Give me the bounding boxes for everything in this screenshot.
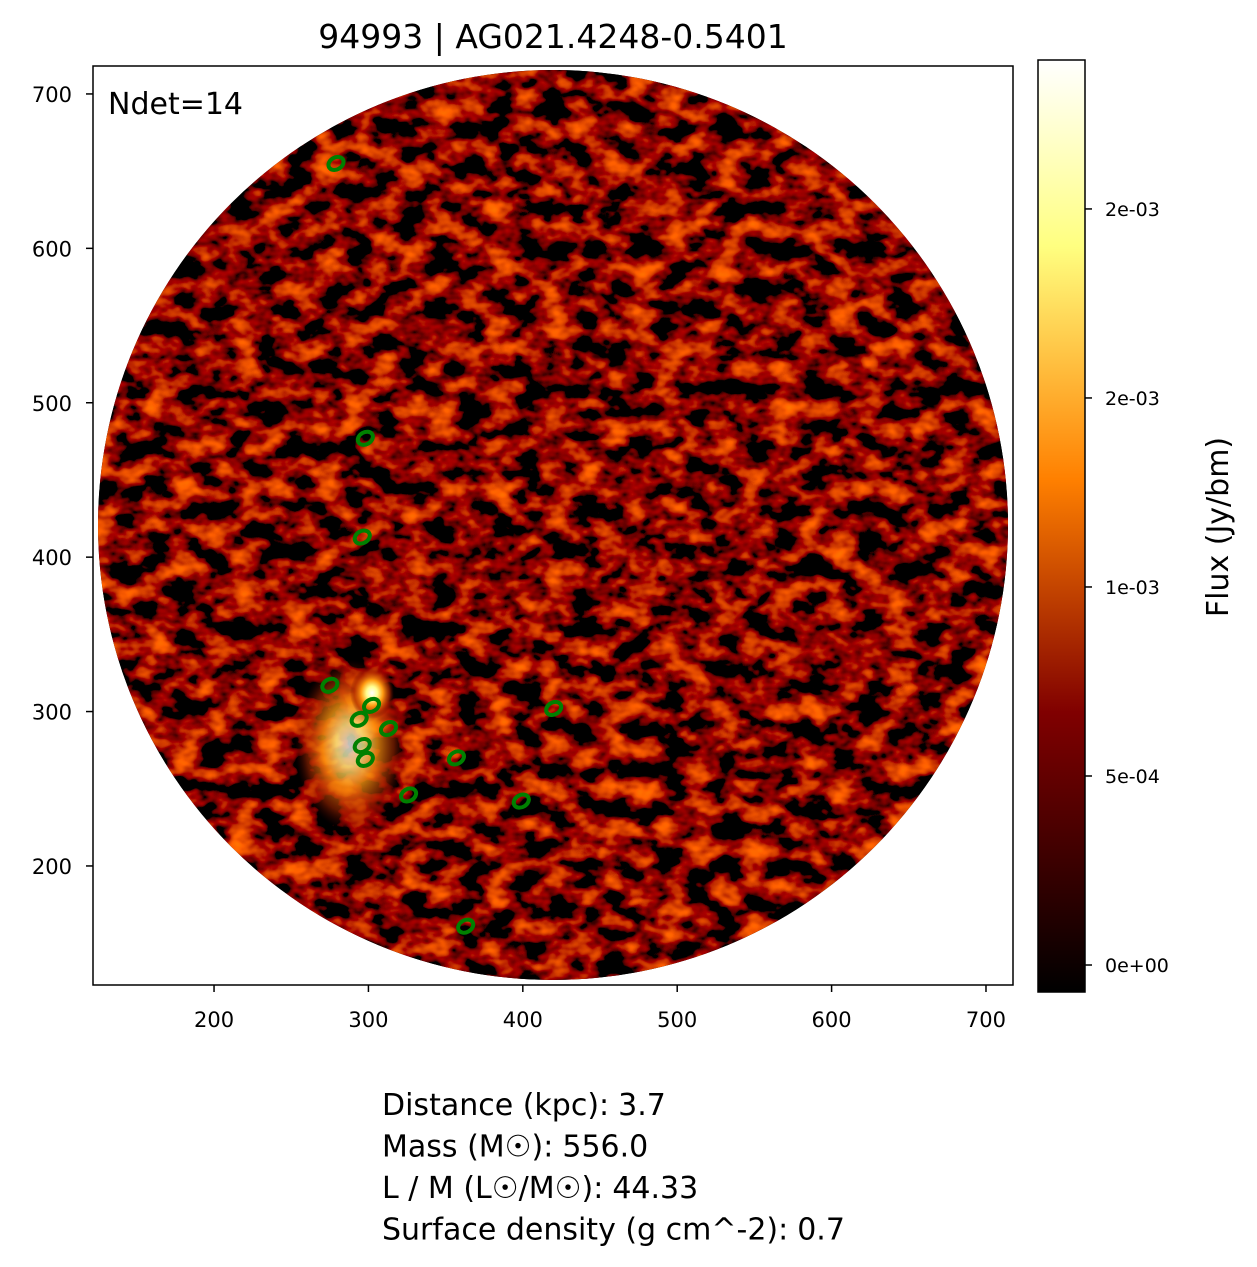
y-tick-label: 600 [32, 237, 72, 261]
x-tick-label: 200 [194, 1008, 234, 1032]
info-line: Distance (kpc): 3.7 [382, 1088, 666, 1123]
x-tick-label: 400 [503, 1008, 543, 1032]
info-value: 0.7 [797, 1213, 845, 1248]
info: Distance (kpc): 3.7 Mass (M☉): 556.0 L / M (… [382, 1088, 845, 1248]
image-noise [98, 70, 1008, 980]
x-tick-label: 300 [348, 1008, 388, 1032]
detection [361, 696, 382, 714]
detection [355, 750, 375, 768]
plot-frame [92, 65, 1014, 986]
chart-title: 94993 | AG021.4248-0.5401 [318, 17, 787, 56]
detection [446, 749, 466, 767]
info-label: Mass (M☉): [382, 1130, 553, 1165]
info-line: Surface density (g cm^-2): 0.7 [382, 1213, 845, 1248]
colorbar-tick-label: 1e-03 [1105, 577, 1160, 599]
detection [378, 719, 399, 738]
info-label: Distance (kpc): [382, 1088, 609, 1123]
detection [349, 710, 369, 728]
info-line: L / M (L☉/M☉): 44.33 [382, 1171, 698, 1206]
colorbar-tick-label: 0e+00 [1105, 955, 1169, 977]
detection [399, 786, 419, 804]
colorbar-label: Flux (Jy/bm) [1201, 437, 1236, 617]
detection [352, 528, 372, 546]
y-tick-label: 400 [32, 546, 72, 570]
info-line: Mass (M☉): 556.0 [382, 1130, 648, 1165]
x-tick-label: 700 [966, 1008, 1006, 1032]
x-tick-label: 600 [812, 1008, 852, 1032]
info-label: L / M (L☉/M☉): [382, 1171, 603, 1206]
info-value: 3.7 [618, 1088, 666, 1123]
y-tick-label: 300 [32, 701, 72, 725]
annotation: Ndet=14 [108, 87, 243, 122]
y-tick-label: 200 [32, 855, 72, 879]
detection [456, 917, 476, 935]
detection [544, 699, 564, 718]
y-tick-label: 700 [32, 83, 72, 107]
detection [320, 676, 340, 694]
info-value: 556.0 [562, 1130, 648, 1165]
colorbar [1037, 59, 1086, 993]
detection [511, 792, 531, 810]
emission [350, 667, 394, 719]
detection [326, 154, 346, 172]
colorbar-tick-label: 5e-04 [1105, 766, 1160, 788]
detection [352, 736, 372, 755]
colorbar-tick-label: 2e-03 [1105, 199, 1160, 221]
image [98, 70, 1008, 980]
detection [355, 429, 375, 447]
y-tick-label: 500 [32, 392, 72, 416]
info-value: 44.33 [612, 1171, 698, 1206]
x-tick-label: 500 [657, 1008, 697, 1032]
info-label: Surface density (g cm^-2): [382, 1213, 788, 1248]
colorbar-tick-label: 2e-03 [1105, 388, 1160, 410]
